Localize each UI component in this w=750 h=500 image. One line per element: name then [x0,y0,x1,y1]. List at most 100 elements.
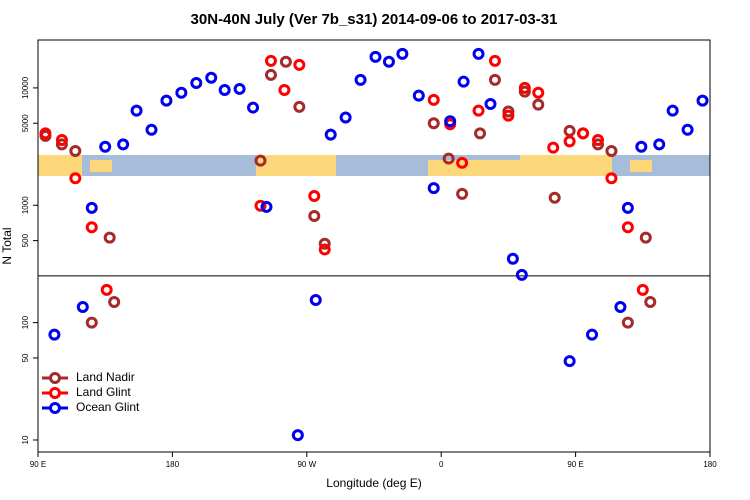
data-point [293,58,306,71]
data-point [205,71,218,84]
data-point [427,93,440,106]
data-point [318,243,331,256]
data-point [293,100,306,113]
data-point [639,231,652,244]
data-point [605,172,618,185]
legend-label: Land Glint [76,385,131,399]
data-point [55,133,68,146]
data-point [85,316,98,329]
data-point [605,145,618,158]
data-point [218,83,231,96]
x-tick-label: 90 E [567,460,583,469]
y-tick-label: 5000 [21,114,30,132]
data-point [506,252,519,265]
legend-label: Land Nadir [76,370,135,384]
data-point [308,210,321,223]
data-point [427,117,440,130]
data-point [130,104,143,117]
data-point [76,300,89,313]
data-point [99,140,112,153]
data-point [55,138,68,151]
data-point [69,172,82,185]
data-point [369,50,382,63]
data-point [117,138,130,151]
data-point [532,98,545,111]
data-point [502,105,515,118]
data-point [103,231,116,244]
x-tick-label: 90 W [297,460,316,469]
data-point [382,55,395,68]
x-tick-label: 180 [703,460,717,469]
data-point [254,154,267,167]
data-point [547,141,560,154]
data-point [85,221,98,234]
x-axis-label: Longitude (deg E) [326,476,421,490]
data-point [484,97,497,110]
data-point [653,138,666,151]
plot-frame [37,39,711,453]
data-point [444,115,457,128]
data-point [396,47,409,60]
data-point [472,47,485,60]
data-point [563,124,576,137]
data-point [636,283,649,296]
data-point [309,293,322,306]
y-tick-label: 100 [21,315,30,329]
data-point [666,104,679,117]
data-point [621,201,634,214]
data-point [635,140,648,153]
data-point [339,111,352,124]
data-point [108,295,121,308]
data-point [644,295,657,308]
data-point [474,127,487,140]
data-point [175,86,188,99]
data-point [577,127,590,140]
data-point [586,328,599,341]
data-point [260,200,273,213]
data-point [279,55,292,68]
data-point [264,54,277,67]
legend-label: Ocean Glint [76,400,140,414]
legend-marker [49,402,61,414]
data-point [233,82,246,95]
data-point [145,123,158,136]
data-point [502,109,515,122]
data-point [247,101,260,114]
y-tick-label: 50 [21,353,30,362]
data-point [457,75,470,88]
data-point [592,133,604,146]
data-point [291,429,304,442]
data-point [456,187,469,200]
data-point [621,221,634,234]
legend-marker [49,372,61,384]
data-point [85,201,98,214]
data-point [412,89,425,102]
data-point [621,316,634,329]
x-tick-label: 0 [439,460,444,469]
data-point [190,77,203,90]
map-band [38,155,710,176]
data-point [488,54,501,67]
y-tick-label: 1000 [21,196,30,214]
data-point [456,156,469,169]
data-point [563,355,576,368]
data-point [427,182,440,195]
data-point [48,328,61,341]
data-point [354,73,367,86]
data-point [278,83,291,96]
data-point [488,73,501,86]
data-point [681,123,694,136]
legend-marker [49,387,61,399]
data-point [39,127,52,140]
data-point [254,199,267,212]
x-tick-label: 180 [166,460,180,469]
data-point [100,283,113,296]
data-point [548,191,561,204]
data-point [324,128,337,141]
data-point [442,152,455,165]
y-axis-label: N Total [0,227,14,264]
data-point [264,68,277,81]
data-point [614,300,627,313]
